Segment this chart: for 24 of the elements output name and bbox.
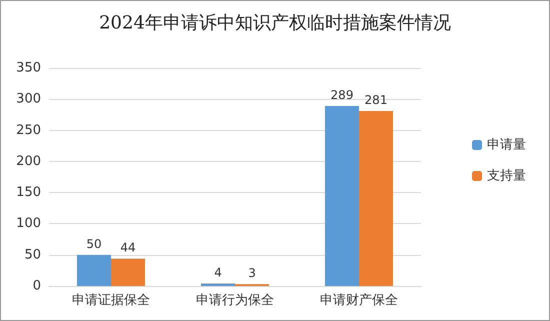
y-tick-label: 200 [16,154,41,169]
y-tick-label: 50 [24,247,41,262]
bar [77,254,111,286]
y-tick-label: 100 [16,216,41,232]
legend-label: 支持量 [487,168,526,184]
data-label: 281 [364,92,388,107]
y-tick-label: 300 [16,92,41,107]
y-tick-label: 150 [16,185,41,200]
y-tick-label: 0 [32,278,41,294]
bar [359,110,393,286]
data-label: 44 [120,240,136,255]
x-tick-label: 申请财产保全 [320,293,398,308]
chart-title: 2024年申请诉中知识产权临时措施案件情况 [99,12,451,34]
y-tick-label: 250 [16,122,41,138]
data-label: 289 [330,88,354,102]
data-label: 4 [214,266,222,280]
x-tick-label: 申请证据保全 [72,293,150,308]
y-tick-label: 350 [16,60,41,76]
bar [325,106,359,286]
x-tick-label: 申请行为保全 [196,293,274,308]
data-label: 50 [86,236,102,251]
legend-label: 申请量 [487,138,526,152]
bar [111,258,145,286]
data-label: 3 [248,266,256,280]
